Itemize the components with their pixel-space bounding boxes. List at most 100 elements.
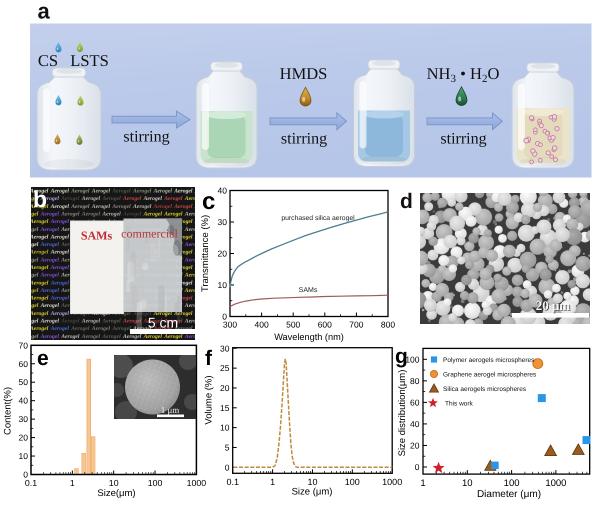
svg-text:Aerogel: Aerogel [143, 334, 163, 340]
svg-text:b: b [33, 186, 47, 212]
svg-text:Polymer aerogels microspheres: Polymer aerogels microspheres [443, 357, 535, 364]
svg-text:Aerogel: Aerogel [19, 303, 39, 309]
svg-text:Aerogel: Aerogel [29, 219, 49, 225]
svg-text:Aerogel: Aerogel [173, 280, 193, 286]
svg-text:Aerogel: Aerogel [173, 234, 193, 240]
svg-text:Aerogel: Aerogel [50, 265, 70, 271]
svg-text:60: 60 [410, 397, 420, 407]
svg-text:Aerogel: Aerogel [101, 319, 121, 325]
svg-text:Aerogel: Aerogel [163, 334, 183, 340]
svg-text:800: 800 [381, 320, 395, 330]
svg-text:Aerogel: Aerogel [111, 204, 131, 210]
svg-text:Aerogel: Aerogel [101, 334, 121, 340]
svg-text:a: a [38, 0, 51, 24]
svg-text:100: 100 [405, 354, 419, 364]
svg-text:10: 10 [19, 451, 29, 461]
svg-text:30: 30 [19, 414, 29, 424]
svg-text:Aerogel: Aerogel [132, 189, 152, 195]
svg-text:Size (μm): Size (μm) [292, 487, 333, 498]
svg-text:e: e [37, 347, 49, 370]
svg-text:Aerogel: Aerogel [19, 334, 39, 340]
svg-text:Aerogel: Aerogel [184, 242, 204, 248]
svg-text:20: 20 [410, 440, 420, 450]
svg-text:25: 25 [220, 363, 230, 373]
svg-text:Aerogel: Aerogel [50, 280, 70, 286]
svg-text:Aerogel: Aerogel [132, 204, 152, 210]
svg-text:1000: 1000 [382, 477, 402, 487]
svg-text:Aerogel: Aerogel [122, 319, 142, 325]
svg-text:80: 80 [410, 376, 420, 386]
svg-text:Aerogel: Aerogel [173, 265, 193, 271]
svg-text:15: 15 [220, 403, 230, 413]
svg-text:Aerogel: Aerogel [91, 189, 111, 195]
svg-text:10: 10 [218, 280, 228, 290]
svg-text:Aerogel: Aerogel [19, 319, 39, 325]
svg-text:Aerogel: Aerogel [184, 273, 204, 279]
svg-text:Aerogel: Aerogel [40, 334, 60, 340]
svg-text:Aerogel: Aerogel [163, 319, 183, 325]
svg-text:0: 0 [23, 470, 28, 480]
svg-text:Aerogel: Aerogel [153, 204, 173, 210]
svg-text:Aerogel: Aerogel [101, 196, 121, 202]
svg-text:Aerogel: Aerogel [50, 311, 70, 317]
svg-text:Aerogel: Aerogel [173, 189, 193, 195]
svg-text:0.1: 0.1 [25, 478, 37, 488]
svg-text:d: d [400, 190, 413, 213]
svg-text:1000: 1000 [187, 478, 207, 488]
svg-text:5: 5 [225, 442, 230, 452]
svg-text:300: 300 [223, 320, 237, 330]
svg-text:Aerogel: Aerogel [50, 204, 70, 210]
svg-text:stirring: stirring [440, 131, 486, 148]
svg-text:0: 0 [415, 462, 420, 472]
svg-text:CS: CS [38, 51, 58, 70]
svg-text:Aerogel: Aerogel [184, 303, 204, 309]
svg-text:Aerogel: Aerogel [60, 212, 80, 218]
svg-text:Aerogel: Aerogel [173, 296, 193, 302]
svg-text:Aerogel: Aerogel [184, 334, 204, 340]
svg-text:Aerogel: Aerogel [111, 326, 131, 332]
svg-text:Aerogel: Aerogel [50, 296, 70, 302]
svg-text:Aerogel: Aerogel [40, 212, 60, 218]
svg-text:Aerogel: Aerogel [19, 242, 39, 248]
svg-text:Aerogel: Aerogel [40, 242, 60, 248]
svg-text:Aerogel: Aerogel [60, 319, 80, 325]
svg-text:stirring: stirring [281, 131, 327, 148]
svg-text:Aerogel: Aerogel [91, 326, 111, 332]
svg-text:700: 700 [349, 320, 363, 330]
svg-text:Aerogel: Aerogel [184, 288, 204, 294]
svg-text:Aerogel: Aerogel [81, 212, 101, 218]
svg-text:20 μm: 20 μm [536, 299, 571, 314]
svg-text:Aerogel: Aerogel [163, 212, 183, 218]
svg-text:5 cm: 5 cm [148, 315, 178, 331]
svg-text:Aerogel: Aerogel [29, 189, 49, 195]
svg-text:Aerogel: Aerogel [184, 227, 204, 233]
svg-text:Aerogel: Aerogel [101, 212, 121, 218]
svg-text:10: 10 [109, 478, 119, 488]
svg-text:Aerogel: Aerogel [122, 212, 142, 218]
svg-text:Aerogel: Aerogel [29, 280, 49, 286]
svg-text:Aerogel: Aerogel [194, 296, 214, 302]
svg-text:Aerogel: Aerogel [50, 250, 70, 256]
svg-text:f: f [205, 347, 213, 370]
svg-text:600: 600 [318, 320, 332, 330]
svg-text:Aerogel: Aerogel [40, 319, 60, 325]
svg-text:Aerogel: Aerogel [184, 319, 204, 325]
svg-text:Aerogel: Aerogel [70, 326, 90, 332]
svg-text:Aerogel: Aerogel [173, 204, 193, 210]
svg-text:Aerogel: Aerogel [143, 319, 163, 325]
svg-text:10: 10 [462, 478, 473, 489]
svg-text:1: 1 [70, 478, 75, 488]
svg-text:purchased silica aerogel: purchased silica aerogel [281, 215, 355, 222]
svg-text:Aerogel: Aerogel [194, 204, 214, 210]
svg-text:10: 10 [307, 477, 317, 487]
svg-text:Aerogel: Aerogel [40, 257, 60, 263]
svg-text:60: 60 [19, 359, 29, 369]
svg-text:Aerogel: Aerogel [50, 234, 70, 240]
svg-text:20: 20 [220, 383, 230, 393]
svg-text:Aerogel: Aerogel [194, 311, 214, 317]
svg-text:Aerogel: Aerogel [111, 189, 131, 195]
svg-text:30: 30 [218, 217, 228, 227]
svg-text:100: 100 [504, 478, 520, 489]
svg-text:Aerogel: Aerogel [173, 219, 193, 225]
svg-text:SAMs: SAMs [299, 287, 318, 294]
